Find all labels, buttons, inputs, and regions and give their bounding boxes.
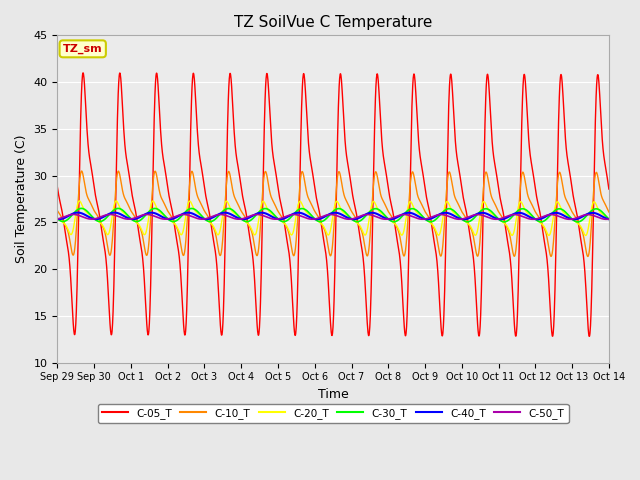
- C-05_T: [207, 224, 215, 229]
- C-40_T: [570, 216, 578, 222]
- Text: TZ_sm: TZ_sm: [63, 44, 102, 54]
- C-40_T: [572, 216, 580, 222]
- C-50_T: [349, 216, 357, 222]
- C-20_T: [493, 216, 501, 221]
- C-50_T: [572, 216, 579, 221]
- C-40_T: [349, 216, 357, 222]
- C-05_T: [362, 283, 369, 288]
- C-30_T: [572, 218, 579, 224]
- Legend: C-05_T, C-10_T, C-20_T, C-30_T, C-40_T, C-50_T: C-05_T, C-10_T, C-20_T, C-30_T, C-40_T, …: [98, 404, 568, 423]
- Line: C-50_T: C-50_T: [58, 215, 609, 219]
- C-20_T: [572, 219, 579, 225]
- C-05_T: [586, 334, 593, 339]
- C-30_T: [362, 214, 369, 219]
- C-05_T: [493, 178, 501, 184]
- C-05_T: [557, 75, 564, 81]
- C-05_T: [54, 184, 61, 190]
- C-30_T: [605, 216, 612, 222]
- C-10_T: [493, 207, 501, 213]
- X-axis label: Time: Time: [318, 388, 349, 401]
- C-10_T: [349, 211, 357, 217]
- C-30_T: [493, 215, 501, 221]
- C-40_T: [74, 210, 82, 216]
- Line: C-05_T: C-05_T: [58, 73, 609, 336]
- C-10_T: [54, 208, 61, 214]
- C-10_T: [557, 171, 564, 177]
- C-10_T: [572, 215, 579, 220]
- C-20_T: [362, 232, 369, 238]
- C-50_T: [493, 216, 501, 222]
- C-30_T: [557, 206, 564, 212]
- C-30_T: [349, 217, 357, 223]
- Title: TZ SoilVue C Temperature: TZ SoilVue C Temperature: [234, 15, 433, 30]
- C-40_T: [207, 215, 215, 221]
- C-40_T: [557, 211, 564, 216]
- C-50_T: [69, 212, 77, 217]
- C-10_T: [584, 253, 592, 259]
- C-20_T: [54, 215, 61, 221]
- C-10_T: [78, 168, 86, 174]
- C-40_T: [605, 216, 612, 222]
- C-40_T: [493, 216, 501, 222]
- C-40_T: [54, 216, 61, 222]
- C-20_T: [557, 204, 564, 210]
- Line: C-30_T: C-30_T: [58, 208, 609, 222]
- C-05_T: [79, 70, 87, 76]
- C-20_T: [605, 216, 612, 222]
- C-50_T: [605, 216, 612, 222]
- C-20_T: [207, 221, 215, 227]
- C-30_T: [574, 219, 582, 225]
- Line: C-10_T: C-10_T: [58, 171, 609, 256]
- C-05_T: [572, 205, 579, 211]
- C-30_T: [54, 216, 61, 222]
- C-20_T: [76, 198, 83, 204]
- C-30_T: [207, 218, 215, 224]
- C-20_T: [349, 217, 357, 223]
- C-05_T: [349, 195, 357, 201]
- C-50_T: [557, 214, 564, 220]
- Line: C-40_T: C-40_T: [58, 213, 609, 219]
- C-50_T: [207, 214, 215, 220]
- C-50_T: [602, 216, 610, 222]
- C-10_T: [207, 221, 215, 227]
- C-10_T: [605, 209, 612, 215]
- C-50_T: [54, 216, 61, 222]
- C-20_T: [582, 233, 589, 239]
- Y-axis label: Soil Temperature (C): Soil Temperature (C): [15, 135, 28, 263]
- C-30_T: [77, 205, 85, 211]
- C-50_T: [362, 212, 369, 217]
- C-10_T: [362, 246, 369, 252]
- C-40_T: [362, 212, 369, 217]
- C-05_T: [605, 186, 612, 192]
- Line: C-20_T: C-20_T: [58, 201, 609, 236]
